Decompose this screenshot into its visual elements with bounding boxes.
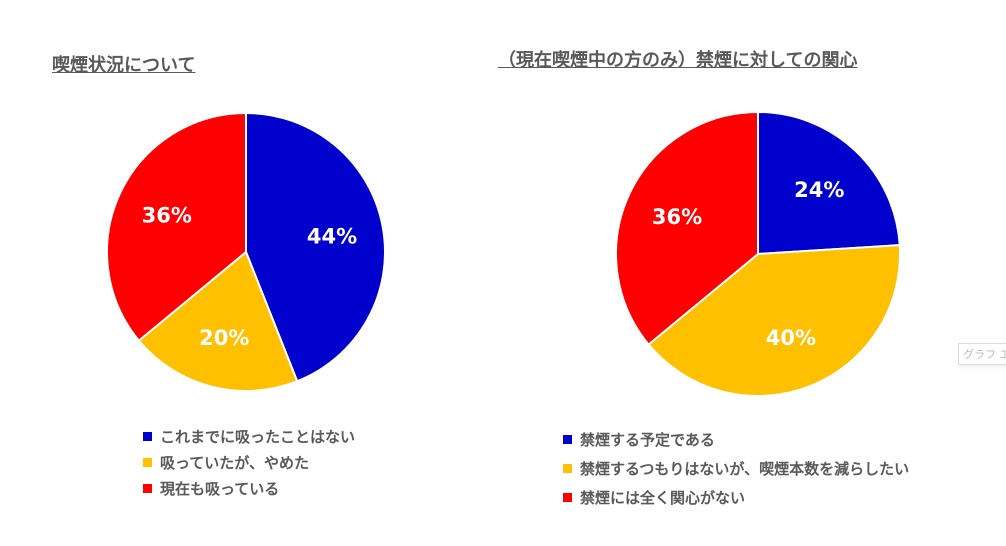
chart1-data-label-1: 20% xyxy=(199,326,249,350)
chart2-data-label-2: 36% xyxy=(652,205,702,229)
chart2-data-label-0: 24% xyxy=(794,178,844,202)
chart1-slice-2 xyxy=(106,111,247,343)
chart-area-tooltip: グラフ エリア xyxy=(958,343,1006,365)
chart2-data-label-1: 40% xyxy=(766,326,816,350)
chart2-title: （現在喫煙中の方のみ）禁煙に対しての関心 xyxy=(498,50,858,71)
chart1-slice-0 xyxy=(245,111,386,383)
legend-swatch xyxy=(563,464,572,473)
legend-label: 吸っていたが、やめた xyxy=(160,453,309,472)
legend-label: 禁煙する予定である xyxy=(580,431,715,449)
chart2-slice-0 xyxy=(757,110,901,256)
legend-swatch xyxy=(143,457,152,467)
legend-item: 吸っていたが、やめた xyxy=(143,449,355,475)
legend-label: 禁煙には全く関心がない xyxy=(580,489,746,507)
legend-item: 禁煙する予定である xyxy=(563,425,909,454)
legend-item: 禁煙には全く関心がない xyxy=(563,483,909,512)
chart1-title: 喫煙状況について xyxy=(52,55,196,76)
legend-item: 現在も吸っている xyxy=(143,475,355,501)
legend-item: 禁煙するつもりはないが、喫煙本数を減らしたい xyxy=(563,454,909,483)
chart1-data-label-2: 36% xyxy=(142,204,192,228)
chart1-legend: これまでに吸ったことはない 吸っていたが、やめた 現在も吸っている xyxy=(143,423,355,501)
legend-swatch xyxy=(143,431,152,441)
legend-swatch xyxy=(143,483,152,493)
chart2-legend: 禁煙する予定である禁煙するつもりはないが、喫煙本数を減らしたい 禁煙には全く関心が… xyxy=(563,425,909,512)
chart1-data-label-0: 44% xyxy=(307,225,357,249)
legend-swatch xyxy=(563,435,572,444)
chart2-slice-1 xyxy=(647,244,901,397)
legend-label: これまでに吸ったことはない xyxy=(160,427,356,446)
legend-swatch xyxy=(563,493,572,502)
legend-item: これまでに吸ったことはない xyxy=(143,423,355,449)
legend-label: 現在も吸っている xyxy=(160,479,280,498)
legend-label: 禁煙するつもりはないが、喫煙本数を減らしたい xyxy=(580,460,910,478)
chart1-slice-1 xyxy=(137,250,299,392)
chart2-slice-2 xyxy=(615,110,759,346)
